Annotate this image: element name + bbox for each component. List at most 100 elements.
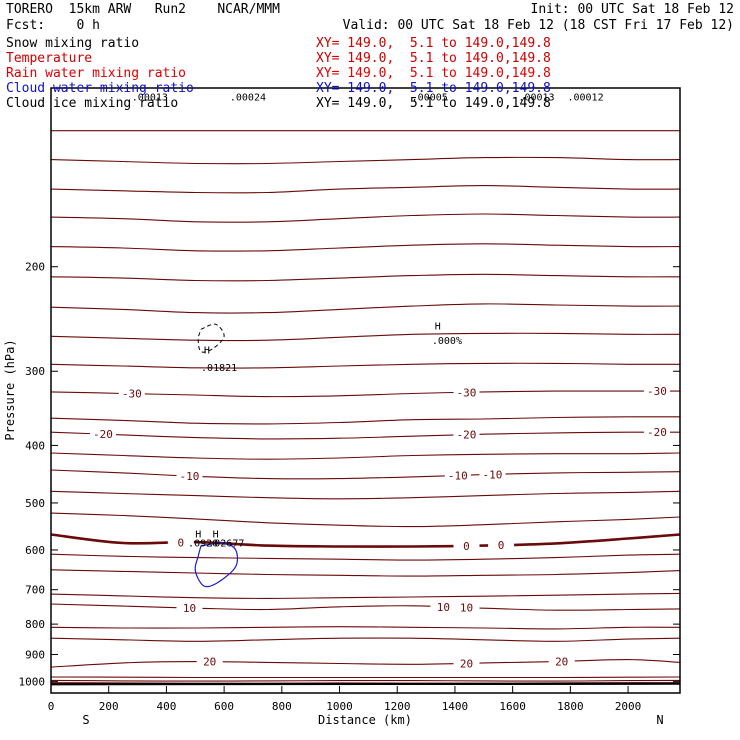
contour-label: -30 (122, 388, 142, 401)
field-annotation: .02677 (208, 538, 244, 549)
x-tick-label: 0 (48, 700, 55, 713)
axis-layer: 0 200 400 600 800 1000 1200 1400 1600 1800 2000200… (19, 261, 681, 713)
contour-label-bg (89, 428, 116, 441)
field-annotation: H (435, 321, 441, 332)
contour-label-bg (430, 600, 457, 613)
contour-label-bg (176, 602, 203, 615)
field-annotation: .01821 (201, 363, 237, 374)
legend-snow: Snow mixing ratio (6, 36, 140, 51)
cloud-ice-layer (197, 323, 225, 353)
legend-temperature: Temperature (6, 51, 93, 66)
isotherm-line (50, 332, 681, 342)
isotherm-line (50, 156, 681, 165)
x-tick-label: 1600 (499, 700, 526, 713)
contour-label: -20 (457, 429, 477, 442)
x-tick-label: 1400 (442, 700, 469, 713)
surface-line (50, 682, 681, 686)
contour-label-bg (479, 468, 506, 481)
contour-label-bg (643, 385, 670, 398)
legend-rain-range: XY= 149.0, 5.1 to 149.0,149.8 (316, 66, 551, 81)
isotherm-line (50, 533, 681, 548)
contour-label: 10 (437, 601, 450, 614)
isotherm-line (50, 659, 681, 668)
x-tick-label: 1800 (557, 700, 584, 713)
contour-label: -20 (93, 428, 113, 441)
contour-label: -30 (457, 386, 477, 399)
x-tick-label: 200 (99, 700, 119, 713)
contour-label-bg (453, 539, 480, 552)
cloud-water-layer (194, 542, 239, 588)
legend-temperature-range: XY= 149.0, 5.1 to 149.0,149.8 (316, 51, 551, 66)
contour-label: -30 (647, 385, 667, 398)
isotherm-line (50, 512, 681, 528)
plot-frame (50, 87, 681, 694)
field-annotation: .00005 (412, 93, 448, 104)
isotherm-line (50, 390, 680, 398)
contour-label: 20 (203, 656, 216, 669)
legend-rain: Rain water mixing ratio (6, 66, 187, 81)
contour-label: 0 (178, 536, 185, 549)
isotherm-layer: -30 -30 -30 -20 -20 -20 -10 -10 -10 0 0 0 10 10 10 20 20… (50, 130, 681, 684)
x-tick-label: 2000 (615, 700, 642, 713)
contour-label-bg (453, 601, 480, 614)
cloud-water-contour (194, 542, 239, 588)
contour-label: -10 (180, 470, 200, 483)
legend-cloud-ice: Cloud ice mixing ratio (6, 96, 179, 111)
contour-label-bg (488, 539, 515, 552)
forecast-hour: Fcst: 0 h (6, 18, 100, 33)
field-annotation: .00013 (132, 93, 168, 104)
contour-label-bg (453, 386, 480, 399)
valid-time: Valid: 00 UTC Sat 18 Feb 12 (18 CST Fri … (342, 18, 734, 33)
contour-label: 20 (460, 657, 473, 670)
legend-cloud-water-range: XY= 149.0, 5.1 to 149.0,149.8 (316, 81, 551, 96)
contour-label: 10 (460, 602, 473, 615)
isotherm-line (50, 637, 681, 642)
y-tick-label: 700 (25, 584, 45, 597)
x-tick-label: 1000 (326, 700, 353, 713)
x-tick-label: 800 (272, 700, 292, 713)
field-annotation: H (204, 345, 210, 356)
isotherm-line (50, 569, 681, 577)
contour-label-bg (453, 657, 480, 670)
contour-label: -20 (647, 426, 667, 439)
legend-cloud-ice-range: XY= 149.0, 5.1 to 149.0,149.8 (316, 96, 551, 111)
isotherm-line (50, 362, 681, 369)
x-axis-label: Distance (km) (318, 713, 412, 727)
contour-label-bg (176, 470, 203, 483)
model-title: TORERO 15km ARW Run2 NCAR/MMM (6, 2, 280, 17)
field-annotation: .00024 (230, 93, 266, 104)
isotherm-line (50, 273, 681, 282)
isotherm-line (50, 213, 681, 223)
contour-label-bg (643, 426, 670, 439)
isotherm-line (50, 592, 681, 599)
isotherm-line (50, 452, 681, 460)
contour-label: 20 (555, 655, 568, 668)
field-annotation: .000% (432, 336, 462, 347)
legend-cloud-water: Cloud water mixing ratio (6, 81, 194, 96)
contour-label-bg (167, 536, 194, 549)
north-label: N (656, 713, 663, 727)
contour-label-bg (444, 469, 471, 482)
south-label: S (82, 713, 89, 727)
isotherm-line (50, 679, 681, 682)
isotherm-line (50, 626, 681, 630)
isotherm-line (50, 185, 681, 194)
x-tick-label: 600 (214, 700, 234, 713)
y-axis-label: Pressure (hPa) (3, 339, 17, 440)
isotherm-line (50, 431, 681, 440)
isotherm-line (50, 469, 681, 480)
field-annotation: .0920 (188, 538, 218, 549)
field-annotation: H (195, 530, 201, 541)
isotherm-line (50, 303, 681, 314)
y-tick-label: 900 (25, 648, 45, 661)
y-tick-label: 1000 (19, 676, 46, 689)
field-annotation: .00013 (518, 93, 554, 104)
y-tick-label: 200 (25, 261, 45, 274)
annotation-layer: .00013.00024.00005.00013.00012H.01821H.0… (132, 93, 604, 550)
contour-label-bg (453, 428, 480, 441)
contour-label: 10 (183, 602, 196, 615)
contour-label-bg (196, 655, 223, 668)
contour-label: -10 (448, 469, 468, 482)
x-tick-label: 1200 (384, 700, 411, 713)
